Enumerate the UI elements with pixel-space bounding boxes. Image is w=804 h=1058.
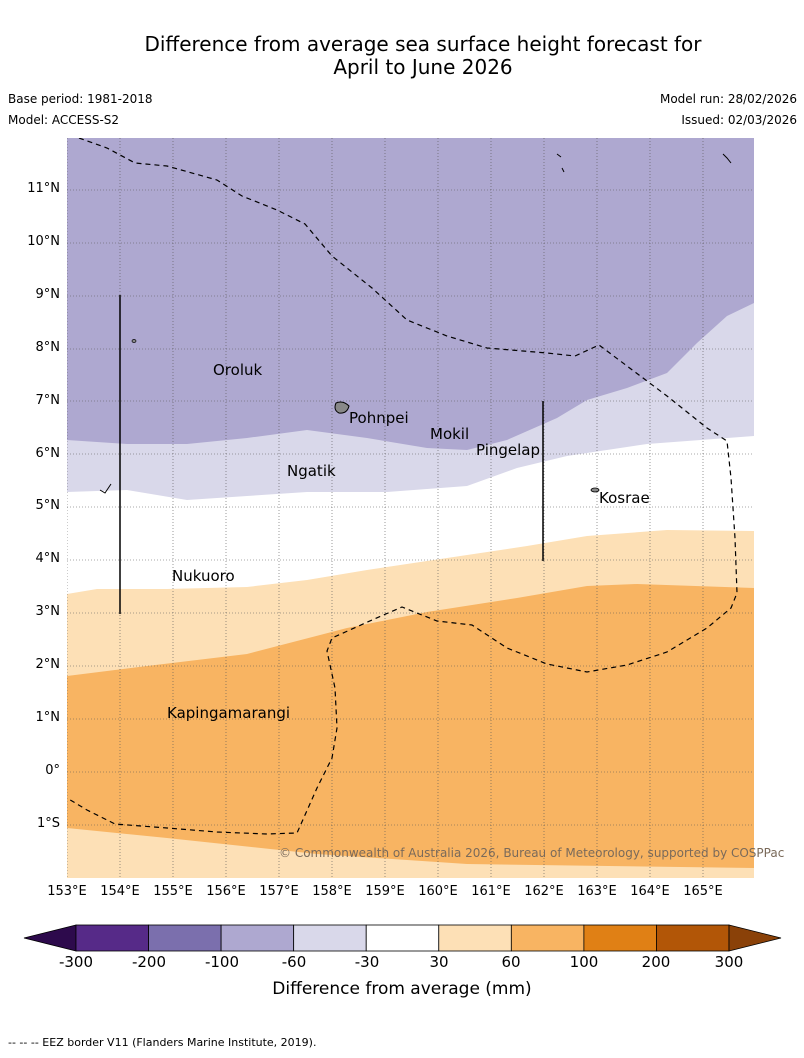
lon-label: 161°E [471, 884, 511, 899]
colorbar-tick: -100 [204, 953, 240, 971]
colorbar-cells [75, 924, 730, 952]
lat-label: 4°N [35, 551, 61, 566]
lon-label: 162°E [524, 884, 564, 899]
colorbar-cell [438, 924, 512, 952]
colorbar-tick: 60 [501, 953, 521, 971]
atoll-islet [131, 339, 137, 343]
issued-date: Issued: 02/03/2026 [681, 113, 797, 127]
lat-label: 6°N [35, 446, 61, 461]
lat-label: 1°S [36, 816, 60, 831]
graticule [67, 138, 754, 878]
lat-label: 9°N [35, 287, 61, 302]
title-line-2: April to June 2026 [333, 55, 513, 79]
lat-label: 7°N [35, 393, 61, 408]
lon-label: 153°E [47, 884, 87, 899]
kosrae-island [590, 487, 600, 493]
lon-label: 165°E [683, 884, 723, 899]
colorbar-under-arrow [23, 924, 77, 952]
northern-atolls [556, 153, 732, 173]
colorbar [23, 924, 782, 952]
map-svg [67, 138, 754, 878]
lat-label: 3°N [35, 604, 61, 619]
colorbar-tick: -60 [281, 953, 307, 971]
colorbar-tick: 100 [569, 953, 599, 971]
lon-label: 156°E [206, 884, 246, 899]
ngatik-atoll [99, 483, 112, 494]
lon-label: 160°E [418, 884, 458, 899]
place-kosrae: Kosrae [599, 489, 650, 507]
colorbar-tick: -300 [58, 953, 94, 971]
lon-label: 154°E [100, 884, 140, 899]
lat-label: 2°N [35, 657, 61, 672]
lon-label: 155°E [153, 884, 193, 899]
copyright-credit: © Commonwealth of Australia 2026, Bureau… [279, 846, 785, 860]
lon-label: 158°E [312, 884, 352, 899]
colorbar-cell [148, 924, 222, 952]
colorbar-cell [293, 924, 367, 952]
lon-label: 164°E [630, 884, 670, 899]
lon-label: 159°E [365, 884, 405, 899]
lat-label: 10°N [27, 234, 60, 249]
model-run: Model run: 28/02/2026 [659, 92, 797, 106]
colorbar-label: Difference from average (mm) [272, 979, 532, 999]
region-minus-100-60 [67, 138, 754, 450]
lon-label: 163°E [577, 884, 617, 899]
place-kapingamarangi: Kapingamarangi [167, 704, 291, 722]
colorbar-cell [656, 924, 730, 952]
colorbar-tick: 30 [429, 953, 449, 971]
lat-label: 5°N [35, 498, 61, 513]
place-ngatik: Ngatik [287, 462, 336, 480]
colorbar-tick: 200 [641, 953, 671, 971]
lat-label: 0° [45, 763, 60, 778]
colorbar-cell [583, 924, 657, 952]
colorbar-cell [510, 924, 585, 952]
lat-label: 11°N [27, 181, 60, 196]
base-period: Base period: 1981-2018 [8, 92, 153, 106]
colorbar-over-arrow [728, 924, 782, 952]
colorbar-tick: -200 [131, 953, 167, 971]
region-bottom-30-60 [67, 828, 754, 878]
chart-title: Difference from average sea surface heig… [0, 33, 804, 79]
lat-label: 1°N [35, 710, 61, 725]
pohnpei-island [334, 401, 350, 414]
place-oroluk: Oroluk [213, 361, 263, 379]
colorbar-tick: -30 [354, 953, 380, 971]
eez-border [67, 138, 738, 835]
title-line-1: Difference from average sea surface heig… [144, 32, 702, 56]
model-name: Model: ACCESS-S2 [8, 113, 120, 127]
colorbar-cell [75, 924, 149, 952]
lat-label: 8°N [35, 340, 61, 355]
eez-footnote: -- -- -- EEZ border V11 (Flanders Marine… [8, 1036, 317, 1049]
colorbar-cell [220, 924, 295, 952]
place-mokil: Mokil [430, 425, 470, 443]
forecast-map [67, 138, 754, 878]
place-nukuoro: Nukuoro [172, 567, 235, 585]
lon-label: 157°E [259, 884, 299, 899]
place-pingelap: Pingelap [476, 441, 541, 459]
region-60-100 [67, 584, 754, 878]
colorbar-cell [365, 924, 440, 952]
colorbar-tick: 300 [714, 953, 744, 971]
place-pohnpei: Pohnpei [349, 409, 409, 427]
